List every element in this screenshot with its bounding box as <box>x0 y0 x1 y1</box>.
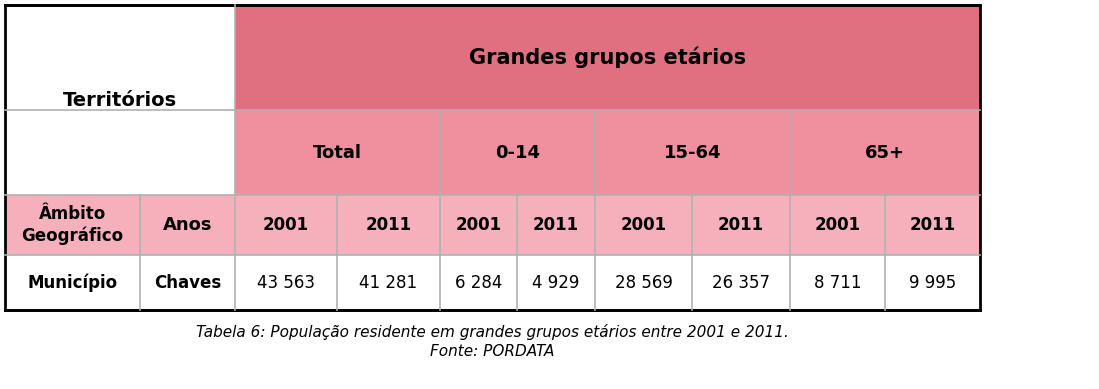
Bar <box>235 110 980 195</box>
Text: 8 711: 8 711 <box>813 273 862 291</box>
Bar <box>5 195 980 255</box>
Text: Grandes grupos etários: Grandes grupos etários <box>469 47 746 68</box>
Text: 28 569: 28 569 <box>614 273 673 291</box>
Text: Chaves: Chaves <box>154 273 221 291</box>
Text: Anos: Anos <box>163 216 212 234</box>
Bar <box>235 5 980 110</box>
Text: 2011: 2011 <box>718 216 764 234</box>
Bar <box>5 110 235 195</box>
Text: 2001: 2001 <box>814 216 861 234</box>
Text: 41 281: 41 281 <box>359 273 418 291</box>
Text: Territórios: Territórios <box>63 91 177 109</box>
Text: 65+: 65+ <box>865 144 904 161</box>
Bar <box>5 5 235 110</box>
Text: 2011: 2011 <box>533 216 579 234</box>
Text: 0-14: 0-14 <box>495 144 540 161</box>
Text: Fonte: PORDATA: Fonte: PORDATA <box>431 345 555 359</box>
Text: 2001: 2001 <box>263 216 309 234</box>
Text: 9 995: 9 995 <box>909 273 956 291</box>
Text: Município: Município <box>27 273 118 292</box>
Text: 2001: 2001 <box>621 216 667 234</box>
Text: Tabela 6: População residente em grandes grupos etários entre 2001 e 2011.: Tabela 6: População residente em grandes… <box>196 324 789 340</box>
Text: Âmbito
Geográfico: Âmbito Geográfico <box>22 205 123 245</box>
Text: 4 929: 4 929 <box>532 273 579 291</box>
Text: 2011: 2011 <box>910 216 955 234</box>
Text: 2011: 2011 <box>366 216 411 234</box>
Text: 15-64: 15-64 <box>664 144 721 161</box>
Text: Total: Total <box>313 144 362 161</box>
Text: 2001: 2001 <box>455 216 501 234</box>
Text: 6 284: 6 284 <box>455 273 502 291</box>
Text: 43 563: 43 563 <box>257 273 315 291</box>
Text: 26 357: 26 357 <box>712 273 770 291</box>
Bar <box>5 255 980 310</box>
